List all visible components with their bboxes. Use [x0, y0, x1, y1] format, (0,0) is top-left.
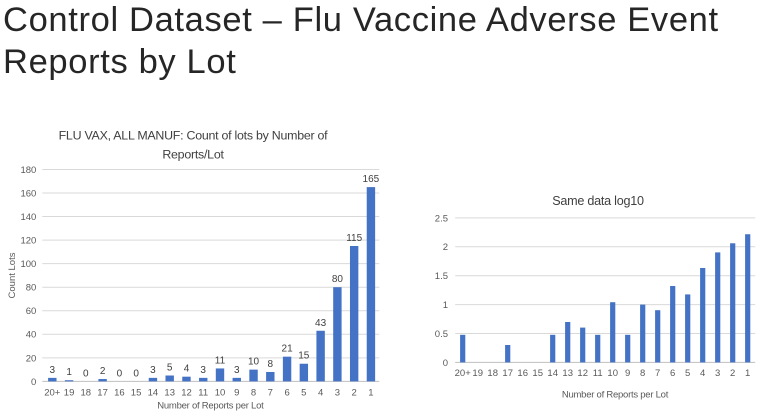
svg-text:140: 140 [20, 212, 36, 223]
svg-text:3: 3 [335, 388, 340, 399]
svg-text:2.5: 2.5 [435, 213, 448, 224]
svg-text:13: 13 [164, 388, 175, 399]
svg-text:80: 80 [332, 274, 344, 285]
svg-text:Number of Reports per Lot: Number of Reports per Lot [562, 389, 669, 400]
svg-text:13: 13 [562, 368, 573, 379]
svg-text:60: 60 [26, 306, 37, 317]
svg-text:15: 15 [298, 351, 310, 362]
svg-text:17: 17 [502, 368, 513, 379]
svg-text:20: 20 [26, 353, 37, 364]
svg-text:180: 180 [20, 165, 36, 176]
svg-text:8: 8 [640, 368, 645, 379]
svg-text:1: 1 [66, 367, 72, 378]
svg-text:14: 14 [148, 388, 159, 399]
svg-text:1: 1 [368, 388, 373, 399]
svg-text:3: 3 [234, 365, 240, 376]
svg-text:2: 2 [352, 388, 357, 399]
svg-text:0: 0 [83, 368, 89, 379]
svg-text:165: 165 [363, 174, 380, 185]
svg-text:Number of Reports per Lot: Number of Reports per Lot [157, 400, 264, 411]
svg-text:2: 2 [730, 368, 735, 379]
svg-text:6: 6 [670, 368, 675, 379]
svg-text:12: 12 [181, 388, 192, 399]
svg-text:100: 100 [20, 259, 36, 270]
svg-text:120: 120 [20, 236, 36, 247]
svg-text:5: 5 [167, 363, 173, 374]
svg-text:6: 6 [284, 388, 289, 399]
svg-text:Count Lots: Count Lots [7, 252, 18, 298]
svg-text:40: 40 [26, 330, 37, 341]
svg-text:4: 4 [184, 364, 190, 375]
svg-text:2: 2 [100, 366, 106, 377]
svg-text:0.5: 0.5 [435, 329, 448, 340]
svg-text:80: 80 [26, 283, 37, 294]
svg-text:0: 0 [443, 358, 448, 369]
svg-text:17: 17 [97, 388, 108, 399]
svg-text:7: 7 [655, 368, 660, 379]
svg-text:5: 5 [301, 388, 306, 399]
svg-text:FLU VAX, ALL MANUF: Count of l: FLU VAX, ALL MANUF: Count of lots by Num… [59, 129, 329, 143]
svg-text:0: 0 [31, 377, 36, 388]
svg-text:11: 11 [593, 368, 603, 379]
svg-text:3: 3 [200, 365, 206, 376]
svg-text:0: 0 [133, 368, 139, 379]
svg-text:10: 10 [607, 368, 618, 379]
svg-text:5: 5 [685, 368, 690, 379]
svg-text:10: 10 [248, 357, 260, 368]
svg-text:15: 15 [131, 388, 142, 399]
svg-text:9: 9 [625, 368, 630, 379]
svg-text:11: 11 [215, 355, 226, 366]
svg-text:Reports/Lot: Reports/Lot [162, 148, 224, 162]
svg-text:115: 115 [346, 233, 362, 244]
svg-text:7: 7 [268, 388, 273, 399]
svg-text:4: 4 [318, 388, 323, 399]
svg-text:1: 1 [443, 300, 448, 311]
svg-text:20+: 20+ [455, 368, 472, 379]
svg-text:16: 16 [114, 388, 125, 399]
svg-text:14: 14 [547, 368, 558, 379]
svg-text:2: 2 [443, 242, 448, 253]
svg-text:15: 15 [532, 368, 543, 379]
svg-text:12: 12 [577, 368, 588, 379]
svg-text:1: 1 [745, 368, 750, 379]
svg-text:18: 18 [81, 388, 92, 399]
svg-text:160: 160 [20, 188, 36, 199]
svg-text:10: 10 [215, 388, 226, 399]
svg-text:19: 19 [64, 388, 75, 399]
svg-text:8: 8 [251, 388, 256, 399]
svg-text:18: 18 [487, 368, 498, 379]
svg-text:9: 9 [234, 388, 239, 399]
svg-text:0: 0 [117, 368, 123, 379]
svg-text:11: 11 [198, 388, 208, 399]
svg-text:4: 4 [700, 368, 705, 379]
svg-text:43: 43 [315, 318, 327, 329]
svg-text:19: 19 [472, 368, 483, 379]
svg-text:1.5: 1.5 [435, 271, 448, 282]
svg-text:21: 21 [282, 344, 294, 355]
svg-text:3: 3 [715, 368, 720, 379]
svg-text:16: 16 [517, 368, 528, 379]
svg-text:20+: 20+ [44, 388, 61, 399]
svg-text:3: 3 [150, 365, 156, 376]
svg-text:8: 8 [268, 359, 274, 370]
svg-text:Same data log10: Same data log10 [552, 194, 644, 208]
svg-text:3: 3 [50, 365, 56, 376]
